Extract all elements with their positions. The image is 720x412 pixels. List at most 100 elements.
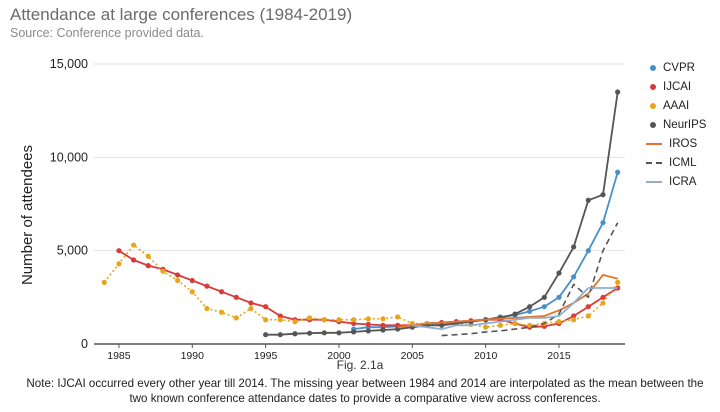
data-point-aaai [600, 300, 606, 306]
data-point-aaai [556, 319, 562, 325]
legend-swatch-icra [646, 180, 662, 183]
y-tick-label: 10,000 [50, 150, 88, 164]
data-point-cvpr [571, 274, 577, 280]
x-tick-label: 2000 [327, 350, 351, 362]
data-point-ijcai [189, 277, 195, 284]
data-point-neurips [556, 270, 562, 276]
x-tick-label: 2005 [401, 350, 425, 362]
data-point-neurips [512, 311, 518, 317]
data-point-aaai [175, 277, 181, 284]
series-line-iros [397, 273, 618, 329]
legend-swatch-neurips [650, 121, 656, 128]
data-point-neurips [321, 330, 327, 336]
data-point-aaai [571, 317, 577, 323]
series-line-icra [412, 287, 618, 331]
x-tick-label: 1985 [107, 350, 131, 362]
chart-legend: CVPR IJCAI AAAI NeurIPS IROS ICML ICRA [646, 58, 706, 191]
data-point-aaai [277, 317, 283, 323]
data-point-ijcai [204, 283, 210, 289]
x-tick-label: 2015 [547, 350, 571, 362]
data-point-aaai [263, 317, 269, 323]
data-point-ijcai [277, 313, 283, 319]
data-point-aaai [233, 315, 239, 321]
figure-label: Fig. 2.1a [336, 358, 384, 372]
legend-item-neurips: NeurIPS [650, 115, 706, 134]
data-point-aaai [116, 261, 122, 267]
data-point-aaai [585, 313, 591, 319]
data-point-aaai [145, 253, 151, 259]
data-point-neurips [541, 294, 547, 300]
y-tick-label: 15,000 [50, 57, 88, 71]
data-point-aaai [307, 315, 313, 321]
data-point-aaai [365, 316, 371, 322]
legend-label-iros: IROS [669, 137, 698, 150]
data-point-aaai [527, 322, 533, 328]
data-point-aaai [204, 305, 210, 312]
data-point-ijcai [600, 294, 606, 300]
data-point-neurips [292, 331, 298, 337]
data-point-ijcai [145, 263, 151, 269]
data-point-ijcai [175, 272, 181, 278]
data-point-ijcai [585, 304, 591, 310]
data-point-ijcai [219, 289, 225, 295]
legend-label-icml: ICML [669, 156, 697, 169]
series-line-neurips [265, 91, 619, 336]
data-point-neurips [600, 192, 606, 198]
data-point-ijcai [351, 320, 357, 327]
legend-label-neurips: NeurIPS [663, 118, 707, 131]
legend-item-icra: ICRA [646, 172, 706, 191]
data-point-aaai [101, 279, 107, 285]
y-axis-label: Number of attendees [19, 145, 36, 285]
y-tick-label: 0 [81, 337, 88, 351]
data-point-aaai [615, 279, 621, 285]
data-point-aaai [395, 314, 401, 320]
series-line-icml [441, 222, 619, 337]
data-point-aaai [497, 322, 503, 328]
legend-item-icml: ICML [646, 153, 706, 172]
data-point-neurips [527, 304, 533, 310]
data-point-aaai [483, 324, 489, 330]
data-point-cvpr [615, 169, 621, 175]
x-tick-label: 1990 [181, 350, 205, 362]
data-point-ijcai [116, 248, 122, 254]
data-point-neurips [365, 328, 371, 334]
data-point-aaai [160, 268, 166, 274]
legend-swatch-iros [646, 142, 662, 145]
data-point-neurips [585, 197, 591, 203]
x-tick-label: 2010 [474, 350, 498, 362]
legend-swatch-aaai [650, 102, 656, 109]
legend-label-ijcai: IJCAI [663, 80, 692, 93]
data-point-aaai [380, 316, 386, 322]
legend-item-iros: IROS [646, 134, 706, 153]
data-point-ijcai [380, 322, 386, 328]
data-point-neurips [336, 330, 342, 336]
data-point-aaai [248, 305, 254, 312]
data-point-cvpr [527, 308, 533, 314]
data-point-ijcai [365, 321, 371, 327]
data-point-aaai [292, 319, 298, 325]
legend-item-aaai: AAAI [650, 96, 706, 115]
legend-label-cvpr: CVPR [663, 61, 695, 74]
data-point-ijcai [248, 300, 254, 306]
chart-subtitle: Source: Conference provided data. [10, 26, 204, 40]
data-point-neurips [380, 327, 386, 333]
legend-item-ijcai: IJCAI [650, 77, 706, 96]
legend-swatch-cvpr [650, 64, 656, 71]
chart-note: Note: IJCAI occurred every other year ti… [26, 377, 704, 405]
data-point-aaai [336, 317, 342, 323]
legend-label-aaai: AAAI [663, 99, 690, 112]
x-tick-label: 1995 [254, 350, 278, 362]
data-point-cvpr [585, 248, 591, 254]
legend-item-cvpr: CVPR [650, 58, 706, 77]
data-point-aaai [512, 320, 518, 327]
legend-swatch-icml [646, 161, 662, 164]
data-point-ijcai [131, 257, 137, 263]
data-point-aaai [189, 289, 195, 295]
data-point-neurips [307, 330, 313, 336]
data-point-neurips [351, 329, 357, 335]
data-point-neurips [439, 322, 445, 328]
data-point-aaai [131, 242, 137, 248]
legend-swatch-ijcai [650, 83, 656, 90]
data-point-neurips [277, 332, 283, 338]
